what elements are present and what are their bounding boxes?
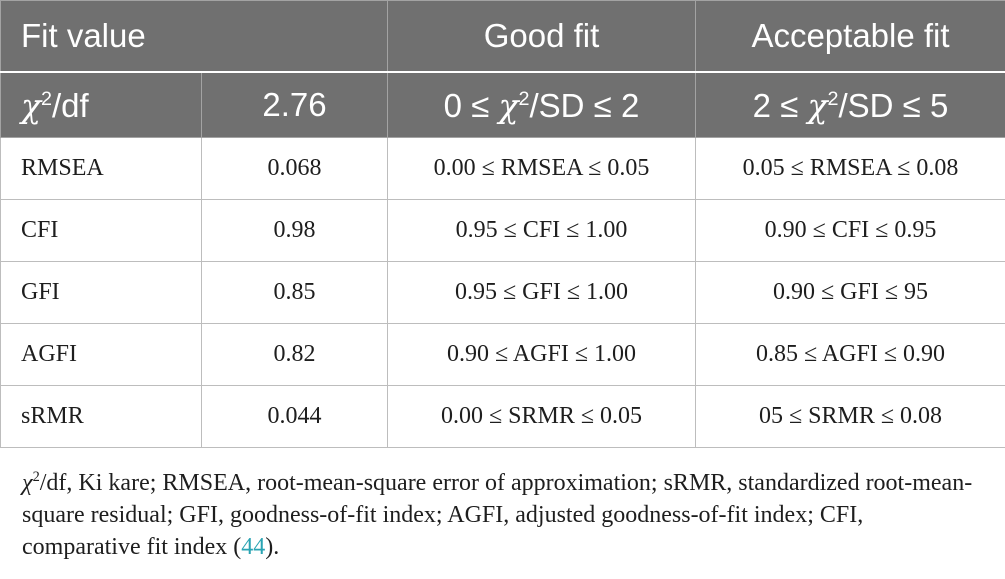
header-good-fit: Good fit [387, 0, 696, 73]
header-acceptable-fit: Acceptable fit [695, 0, 1005, 73]
table-row-srmr: sRMR 0.044 0.00 ≤ SRMR ≤ 0.05 05 ≤ SRMR … [0, 385, 1005, 448]
index-value: 0.044 [201, 385, 388, 448]
index-value: 0.98 [201, 199, 388, 262]
chi-square-acceptable-fit: 2 ≤ χ2/SD ≤ 5 [695, 71, 1005, 138]
index-name: RMSEA [0, 137, 202, 200]
good-fit-range: 0.95 ≤ GFI ≤ 1.00 [387, 261, 696, 324]
chi-square-good-fit: 0 ≤ χ2/SD ≤ 2 [387, 71, 696, 138]
good-fit-range: 0.00 ≤ RMSEA ≤ 0.05 [387, 137, 696, 200]
index-value: 0.85 [201, 261, 388, 324]
acceptable-fit-range: 0.90 ≤ GFI ≤ 95 [695, 261, 1005, 324]
reference-link[interactable]: 44 [241, 534, 266, 560]
acceptable-fit-range: 0.05 ≤ RMSEA ≤ 0.08 [695, 137, 1005, 200]
header-fit-value: Fit value [0, 0, 388, 73]
acceptable-fit-range: 0.90 ≤ CFI ≤ 0.95 [695, 199, 1005, 262]
good-fit-range: 0.90 ≤ AGFI ≤ 1.00 [387, 323, 696, 386]
table-header-row: Fit value Good fit Acceptable fit [0, 0, 1005, 73]
chi-square-label: χ2/df [0, 71, 202, 138]
index-value: 0.068 [201, 137, 388, 200]
table-row-rmsea: RMSEA 0.068 0.00 ≤ RMSEA ≤ 0.05 0.05 ≤ R… [0, 137, 1005, 200]
table-row-agfi: AGFI 0.82 0.90 ≤ AGFI ≤ 1.00 0.85 ≤ AGFI… [0, 323, 1005, 386]
acceptable-fit-range: 05 ≤ SRMR ≤ 0.08 [695, 385, 1005, 448]
table-footnote: χ2/df, Ki kare; RMSEA, root-mean-square … [22, 469, 973, 560]
fit-table-container: Fit value Good fit Acceptable fit χ2/df … [0, 0, 1005, 448]
index-name: GFI [0, 261, 202, 324]
chi-square-value: 2.76 [201, 71, 388, 138]
index-value: 0.82 [201, 323, 388, 386]
index-name: CFI [0, 199, 202, 262]
acceptable-fit-range: 0.85 ≤ AGFI ≤ 0.90 [695, 323, 1005, 386]
fit-indices-table: Fit value Good fit Acceptable fit χ2/df … [0, 0, 1005, 448]
good-fit-range: 0.00 ≤ SRMR ≤ 0.05 [387, 385, 696, 448]
index-name: sRMR [0, 385, 202, 448]
table-row-gfi: GFI 0.85 0.95 ≤ GFI ≤ 1.00 0.90 ≤ GFI ≤ … [0, 261, 1005, 324]
table-row-cfi: CFI 0.98 0.95 ≤ CFI ≤ 1.00 0.90 ≤ CFI ≤ … [0, 199, 1005, 262]
index-name: AGFI [0, 323, 202, 386]
good-fit-range: 0.95 ≤ CFI ≤ 1.00 [387, 199, 696, 262]
chi-square-row: χ2/df 2.76 0 ≤ χ2/SD ≤ 2 2 ≤ χ2/SD ≤ 5 [0, 71, 1005, 138]
